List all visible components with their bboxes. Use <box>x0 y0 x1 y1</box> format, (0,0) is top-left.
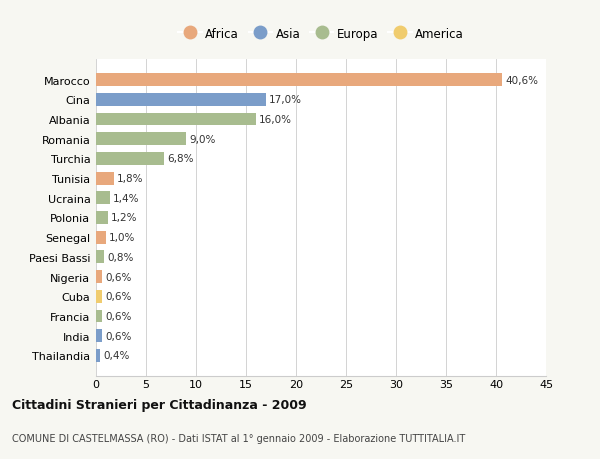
Text: 1,8%: 1,8% <box>117 174 143 184</box>
Bar <box>96 153 164 165</box>
Bar <box>96 212 108 224</box>
Text: 40,6%: 40,6% <box>505 75 538 85</box>
Bar <box>96 133 186 146</box>
Text: Cittadini Stranieri per Cittadinanza - 2009: Cittadini Stranieri per Cittadinanza - 2… <box>12 398 307 412</box>
Text: 1,4%: 1,4% <box>113 193 139 203</box>
Bar <box>96 310 102 323</box>
Text: 6,8%: 6,8% <box>167 154 193 164</box>
Bar <box>96 271 102 283</box>
Text: 0,6%: 0,6% <box>105 311 131 321</box>
Bar <box>96 94 266 106</box>
Text: 1,2%: 1,2% <box>111 213 137 223</box>
Text: 16,0%: 16,0% <box>259 115 292 125</box>
Text: 9,0%: 9,0% <box>189 134 215 145</box>
Bar <box>96 172 114 185</box>
Text: 0,6%: 0,6% <box>105 272 131 282</box>
Text: 0,4%: 0,4% <box>103 351 130 361</box>
Bar <box>96 74 502 87</box>
Text: 0,6%: 0,6% <box>105 291 131 302</box>
Bar <box>96 330 102 342</box>
Text: COMUNE DI CASTELMASSA (RO) - Dati ISTAT al 1° gennaio 2009 - Elaborazione TUTTIT: COMUNE DI CASTELMASSA (RO) - Dati ISTAT … <box>12 433 465 442</box>
Bar <box>96 113 256 126</box>
Text: 0,6%: 0,6% <box>105 331 131 341</box>
Text: 0,8%: 0,8% <box>107 252 133 263</box>
Bar <box>96 192 110 205</box>
Text: 1,0%: 1,0% <box>109 233 136 243</box>
Bar <box>96 290 102 303</box>
Bar <box>96 349 100 362</box>
Bar <box>96 231 106 244</box>
Text: 17,0%: 17,0% <box>269 95 302 105</box>
Bar <box>96 251 104 264</box>
Legend: Africa, Asia, Europa, America: Africa, Asia, Europa, America <box>178 28 464 40</box>
